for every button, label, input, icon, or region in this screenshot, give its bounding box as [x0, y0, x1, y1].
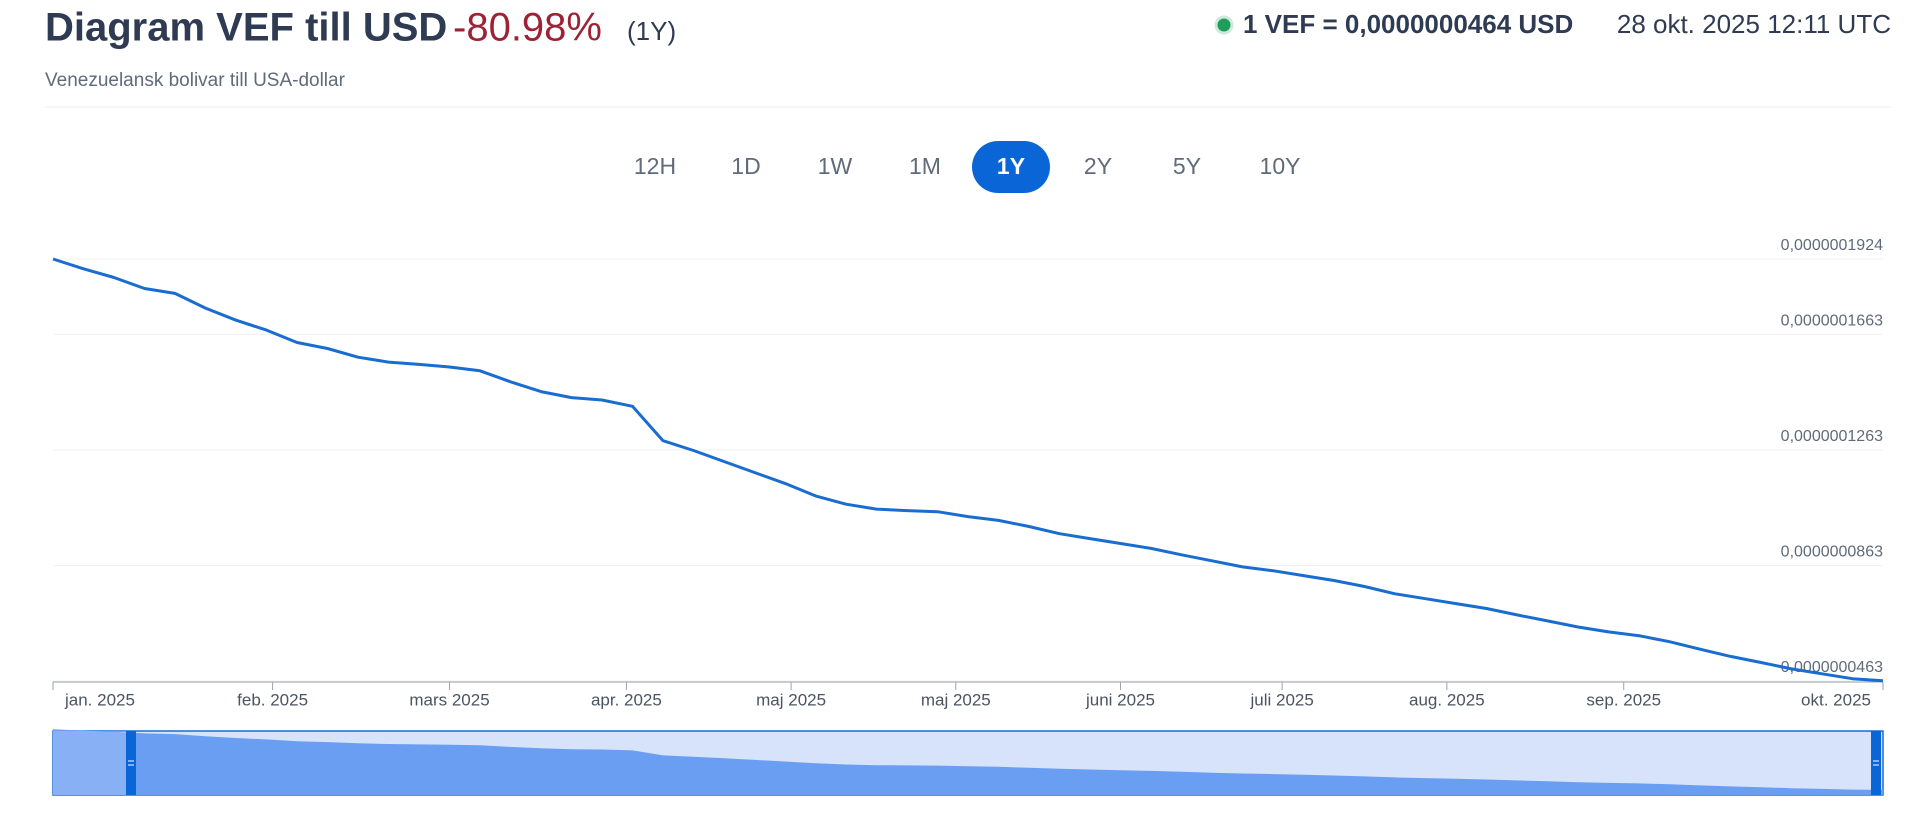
range-button[interactable]: [972, 141, 1050, 193]
range-button-label[interactable]: 5Y: [1173, 153, 1201, 179]
x-tick-label: juli 2025: [1249, 690, 1313, 709]
x-tick-label: sep. 2025: [1586, 690, 1661, 709]
range-button-label[interactable]: 10Y: [1260, 153, 1301, 179]
x-tick-label: mars 2025: [409, 690, 489, 709]
change-percent: -80.98%: [453, 6, 602, 50]
x-tick-label: aug. 2025: [1409, 690, 1485, 709]
navigator-handle[interactable]: [126, 731, 136, 795]
range-button-label[interactable]: 1Y: [997, 153, 1025, 179]
x-tick-label: okt. 2025: [1801, 690, 1871, 709]
navigator-area: [53, 729, 1883, 795]
x-tick-label: maj 2025: [921, 690, 991, 709]
range-buttons: 12H 1D 1W 1M 1Y 2Y 5Y 10Y: [634, 141, 1301, 193]
timestamp: 28 okt. 2025 12:11 UTC: [1617, 9, 1891, 39]
range-button-label[interactable]: 12H: [634, 153, 676, 179]
x-tick-label: feb. 2025: [237, 690, 308, 709]
navigator-handle[interactable]: [1871, 731, 1881, 795]
x-tick-label: apr. 2025: [591, 690, 662, 709]
x-tick-label: juni 2025: [1085, 690, 1155, 709]
page-title: Diagram VEF till USD: [45, 6, 447, 50]
range-button-label[interactable]: 1W: [818, 153, 853, 179]
plot: 0,0000001924 0,0000001663 0,0000001263 0,00…: [52, 237, 1884, 796]
range-button-label[interactable]: 2Y: [1084, 153, 1112, 179]
price-line: [52, 257, 1884, 683]
change-period: (1Y): [627, 16, 676, 46]
range-button-label[interactable]: 1M: [909, 153, 941, 179]
navigator-mask: [53, 731, 131, 795]
y-tick-label: 0,0000000863: [1781, 544, 1883, 561]
y-tick-label: 0,0000000463: [1781, 659, 1883, 676]
y-tick-label: 0,0000001263: [1781, 428, 1883, 445]
y-tick-label: 0,0000001663: [1781, 313, 1883, 330]
subtitle: Venezuelansk bolivar till USA-dollar: [45, 70, 346, 91]
y-tick-label: 0,0000001924: [1781, 237, 1883, 254]
live-dot: [1214, 15, 1234, 35]
exchange-rate: 1 VEF = 0,0000000464 USD: [1243, 9, 1573, 39]
range-button-label[interactable]: 1D: [731, 153, 760, 179]
x-tick-label: maj 2025: [756, 690, 826, 709]
x-tick-label: jan. 2025: [64, 690, 135, 709]
